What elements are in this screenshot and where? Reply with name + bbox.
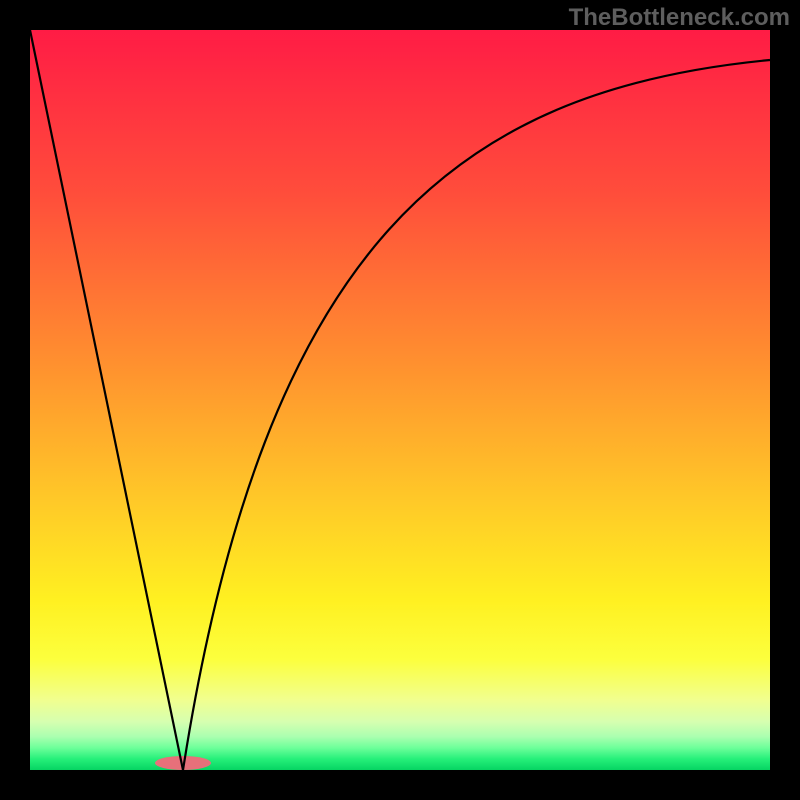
chart-container: TheBottleneck.com bbox=[0, 0, 800, 800]
plot-area bbox=[30, 30, 770, 770]
chart-svg bbox=[0, 0, 800, 800]
watermark-text: TheBottleneck.com bbox=[569, 4, 790, 32]
